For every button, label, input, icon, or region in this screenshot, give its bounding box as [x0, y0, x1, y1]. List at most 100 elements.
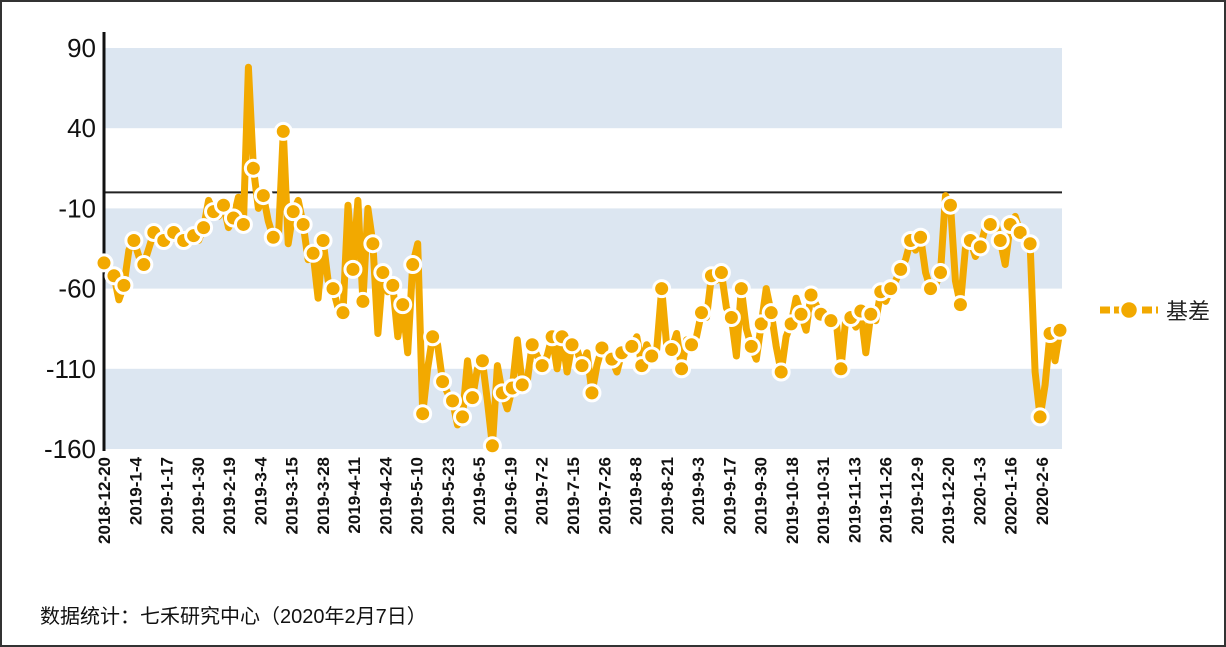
x-tick-label: 2019-10-31 — [814, 457, 833, 544]
x-tick-label: 2019-6-5 — [470, 457, 489, 525]
data-point — [94, 253, 114, 273]
y-tick-label: 90 — [67, 33, 96, 63]
data-point — [861, 304, 881, 324]
x-tick-label: 2019-3-28 — [314, 457, 333, 535]
data-point — [363, 234, 383, 254]
data-point — [1020, 234, 1040, 254]
data-point — [373, 263, 393, 283]
data-point — [114, 275, 134, 295]
background-bands — [104, 48, 1062, 449]
data-point — [761, 303, 781, 323]
x-tick-label: 2019-9-3 — [689, 457, 708, 525]
data-point — [343, 259, 363, 279]
data-point — [741, 336, 761, 356]
x-tick-label: 2019-12-9 — [908, 457, 927, 535]
x-tick-label: 2019-3-4 — [251, 456, 270, 525]
band-0 — [104, 48, 1062, 129]
x-tick-label: 2019-9-17 — [720, 457, 739, 535]
data-point — [980, 214, 1000, 234]
data-point — [353, 291, 373, 311]
band-2 — [104, 368, 1062, 449]
data-point — [562, 335, 582, 355]
data-point — [134, 255, 154, 275]
data-point — [692, 303, 711, 323]
data-point — [921, 279, 941, 299]
x-tick-label: 2019-1-30 — [189, 457, 208, 535]
data-point — [323, 279, 343, 299]
x-tick-label: 2020-1-3 — [970, 457, 989, 525]
data-point — [731, 279, 751, 299]
legend-label: 基差 — [1166, 299, 1211, 324]
data-point — [283, 202, 303, 222]
data-point — [512, 375, 532, 395]
data-point — [662, 340, 682, 360]
data-point — [881, 279, 901, 299]
data-point — [682, 335, 702, 355]
source-note: 数据统计：七禾研究中心（2020年2月7日） — [40, 606, 427, 628]
y-tick-label: 40 — [67, 113, 96, 143]
legend-swatch — [1100, 299, 1158, 321]
x-tick-label: 2019-1-17 — [158, 457, 177, 535]
data-point — [672, 359, 692, 379]
x-tick-label: 2019-11-26 — [877, 457, 896, 543]
x-tick-label: 2019-9-30 — [752, 457, 771, 535]
data-point — [413, 404, 433, 424]
x-tick-label: 2018-12-20 — [95, 457, 114, 544]
data-point — [622, 336, 642, 356]
data-point — [273, 121, 293, 141]
data-point — [771, 362, 791, 382]
data-point — [831, 359, 851, 379]
data-point — [333, 303, 353, 323]
x-tick-label: 2019-8-8 — [627, 457, 646, 525]
data-point — [453, 407, 472, 427]
data-point — [303, 243, 323, 263]
data-point — [572, 356, 592, 376]
data-point — [243, 158, 263, 178]
data-point — [263, 227, 283, 247]
data-point — [443, 391, 463, 411]
x-tick-label: 2019-3-15 — [283, 457, 302, 535]
data-point — [532, 356, 552, 376]
x-tick-label: 2019-5-23 — [439, 457, 458, 535]
x-tick-label: 2019-5-10 — [408, 457, 427, 535]
data-point — [1030, 407, 1050, 427]
data-point — [423, 327, 443, 347]
y-tick-labels: 90 40 -10 -60 -110 -160 — [44, 33, 96, 464]
data-point — [652, 279, 672, 299]
data-point — [313, 230, 333, 250]
data-point — [711, 263, 731, 283]
x-tick-label: 2019-1-4 — [126, 456, 145, 525]
data-point — [462, 388, 482, 408]
x-tick-label: 2019-4-24 — [376, 456, 395, 534]
data-point — [214, 195, 233, 215]
data-point — [383, 275, 403, 295]
x-tick-label: 2019-10-18 — [783, 457, 802, 544]
y-tick-label: -110 — [46, 354, 96, 384]
legend: 基差 — [1098, 294, 1210, 326]
data-point — [970, 237, 990, 257]
data-point — [940, 195, 960, 215]
x-tick-label: 2019-7-15 — [564, 457, 583, 535]
data-point — [582, 383, 602, 403]
data-point — [233, 214, 253, 234]
data-point — [194, 218, 214, 238]
x-tick-label: 2019-12-20 — [939, 457, 958, 544]
data-point — [990, 230, 1010, 250]
data-point — [433, 372, 453, 392]
x-tick-label: 2020-1-16 — [1002, 457, 1021, 535]
data-point — [1050, 320, 1070, 340]
data-point — [393, 295, 413, 315]
x-tick-label: 2019-7-26 — [595, 457, 614, 535]
data-point — [931, 263, 950, 283]
y-tick-label: -10 — [58, 193, 96, 223]
data-point — [721, 307, 741, 327]
data-point — [293, 214, 313, 234]
data-point — [911, 227, 931, 247]
x-tick-label: 2020-2-6 — [1033, 457, 1052, 525]
data-point — [482, 436, 502, 456]
data-point — [124, 230, 144, 250]
data-point — [472, 351, 492, 371]
series-markers — [94, 121, 1070, 456]
